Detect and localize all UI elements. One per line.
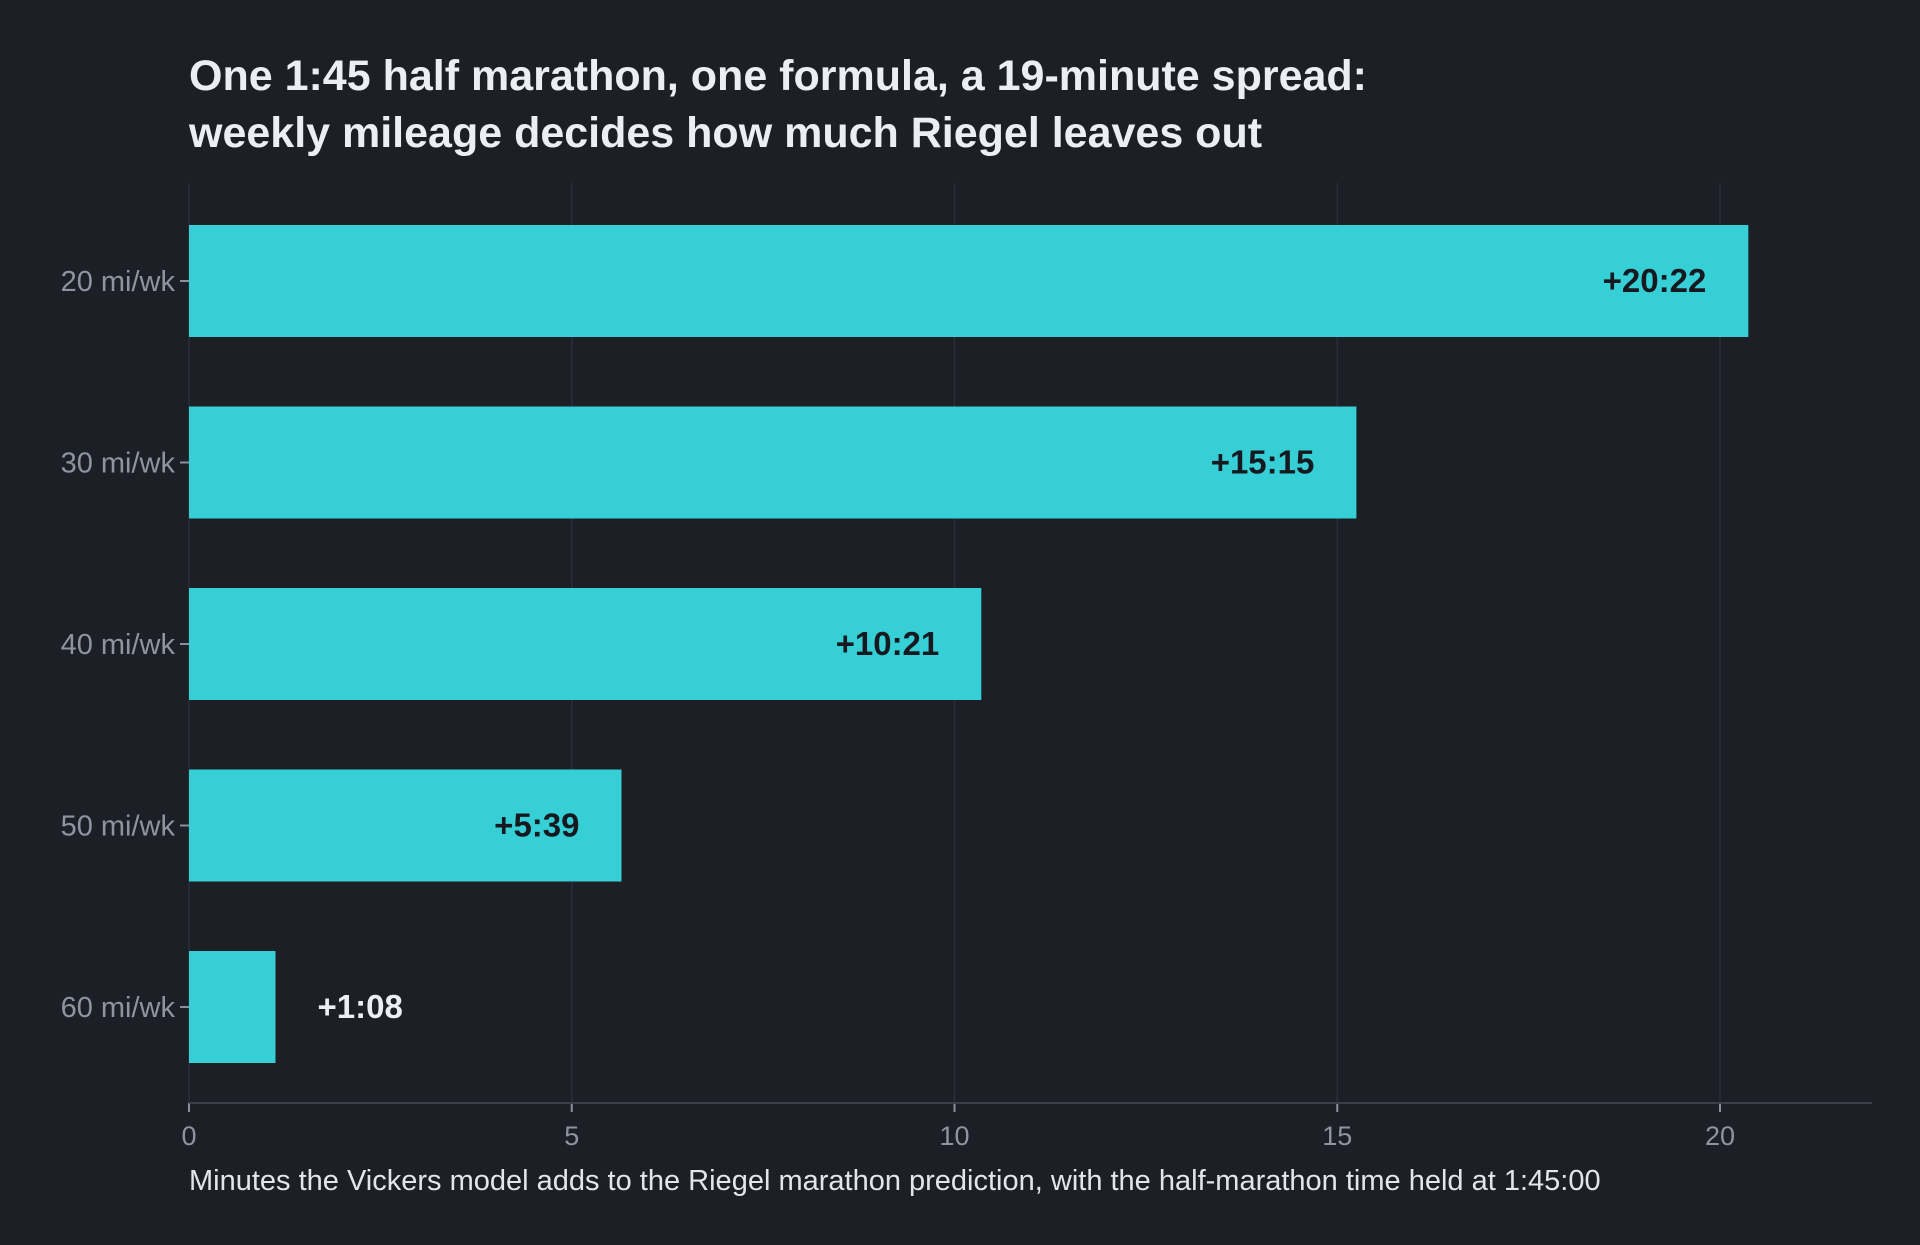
x-axis-title: Minutes the Vickers model adds to the Ri…	[189, 1165, 1601, 1197]
bar-20-mi-wk	[189, 225, 1749, 337]
x-tick-label: 20	[1705, 1121, 1735, 1151]
chart-title-line-1: One 1:45 half marathon, one formula, a 1…	[189, 52, 1367, 100]
data-label: +5:39	[494, 807, 579, 844]
y-tick-label: 30 mi/wk	[61, 448, 176, 480]
x-tick-label: 15	[1322, 1121, 1352, 1151]
y-tick-label: 60 mi/wk	[61, 992, 176, 1024]
bar-60-mi-wk	[189, 951, 276, 1063]
y-tick-label: 20 mi/wk	[61, 266, 176, 298]
x-axis: 0 5 10 15 20	[181, 1102, 1872, 1151]
x-tick-label: 5	[564, 1121, 579, 1151]
data-label: +15:15	[1211, 444, 1315, 481]
y-axis: 20 mi/wk 30 mi/wk 40 mi/wk 50 mi/wk 60 mi/wk	[61, 266, 189, 1024]
x-tick-label: 10	[939, 1121, 969, 1151]
y-tick-label: 50 mi/wk	[61, 811, 176, 843]
bars	[189, 225, 1749, 1063]
bar-40-mi-wk	[189, 588, 982, 700]
chart-title: One 1:45 half marathon, one formula, a 1…	[189, 48, 1367, 162]
data-label: +1:08	[318, 988, 403, 1025]
bar-30-mi-wk	[189, 406, 1357, 519]
data-label: +20:22	[1603, 262, 1707, 299]
bar-50-mi-wk	[189, 769, 622, 882]
y-tick-label: 40 mi/wk	[61, 629, 176, 661]
data-label: +10:21	[836, 625, 940, 662]
x-tick-label: 0	[181, 1121, 196, 1151]
data-labels: +20:22 +15:15 +10:21 +5:39 +1:08	[318, 262, 1707, 1025]
chart-title-line-2: weekly mileage decides how much Riegel l…	[189, 109, 1263, 157]
